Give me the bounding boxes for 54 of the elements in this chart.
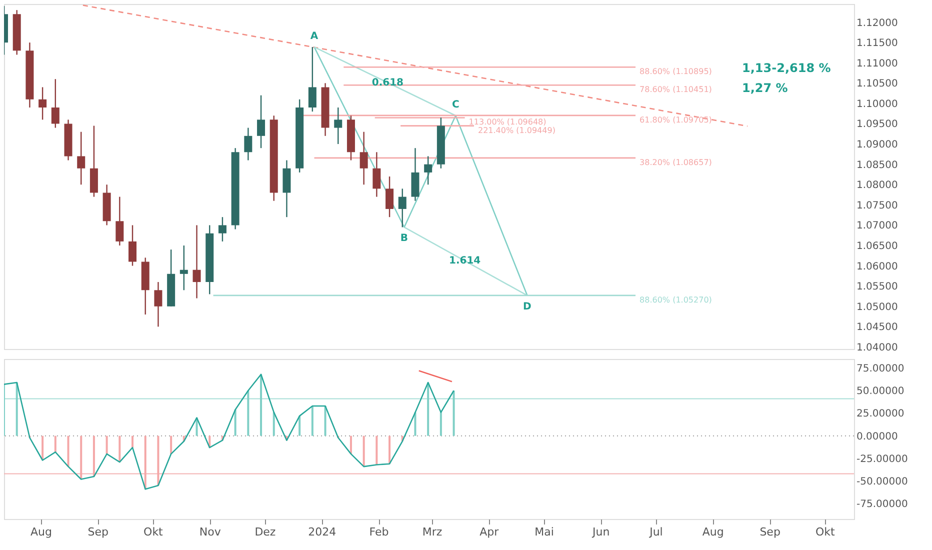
y-tick-label: -25.00000 — [856, 454, 908, 465]
annotation: B — [400, 233, 408, 244]
annotation: 1.614 — [448, 256, 481, 267]
y-tick-label: 1.06500 — [856, 241, 898, 252]
y-tick-label: -50.00000 — [856, 476, 908, 488]
x-tick-label: Sep — [760, 526, 780, 538]
annotation: 0.618 — [372, 78, 404, 89]
x-tick-label: Aug — [30, 526, 52, 538]
annotation: D — [523, 301, 532, 312]
y-tick-label: 1.10500 — [856, 78, 898, 90]
y-tick-label: -75.00000 — [856, 499, 908, 510]
y-tick-label: 1.04500 — [856, 322, 898, 334]
y-tick-label: 1.05000 — [856, 302, 898, 313]
y-tick-label: 1.04000 — [856, 342, 898, 354]
y-tick-label: 1.09500 — [856, 119, 898, 130]
x-tick-label: Nov — [199, 526, 222, 538]
x-tick-label: Dez — [254, 526, 276, 538]
x-tick-label: Mrz — [422, 526, 442, 538]
x-tick-label: Jun — [592, 526, 610, 538]
series-label: 88.60% (1.05270) — [640, 295, 712, 304]
y-tick-label: 0.00000 — [856, 431, 898, 442]
series-label: 61.80% (1.09705) — [640, 115, 712, 124]
annotation: 1,27 % — [742, 81, 788, 95]
x-tick-label: Feb — [369, 526, 389, 538]
y-tick-label: 1.11500 — [856, 38, 898, 50]
x-tick-label: Sep — [88, 526, 109, 538]
annotation: A — [310, 31, 318, 42]
series-label: 78.60% (1.10451) — [640, 85, 712, 94]
y-tick-label: 1.07000 — [856, 220, 898, 232]
x-tick-label: Okt — [144, 526, 164, 538]
y-tick-label: 1.09000 — [856, 140, 898, 151]
y-tick-label: 50.00000 — [856, 386, 904, 398]
annotation: C — [452, 100, 460, 111]
x-tick-label: Okt — [815, 526, 836, 538]
x-tick-label: Mai — [534, 526, 554, 538]
series-label: 88.60% (1.10895) — [640, 67, 712, 76]
annotation: 1,13-2,618 % — [742, 61, 831, 75]
y-tick-label: 1.12000 — [856, 18, 898, 29]
y-tick-label: 1.05500 — [856, 282, 898, 293]
x-tick-label: Apr — [480, 526, 500, 538]
y-tick-label: 1.06000 — [856, 261, 898, 272]
y-tick-label: 1.08500 — [856, 160, 898, 171]
series-label: 221.40% (1.09449) — [478, 126, 556, 135]
series-label: 38.20% (1.08657) — [640, 158, 712, 167]
y-tick-label: 1.08000 — [856, 180, 898, 192]
y-tick-label: 75.00000 — [856, 364, 904, 375]
y-tick-label: 1.10000 — [856, 98, 898, 110]
y-tick-label: 1.07500 — [856, 200, 898, 212]
x-tick-label: Aug — [702, 526, 724, 538]
y-tick-label: 1.11000 — [856, 58, 898, 70]
x-tick-label: 2024 — [308, 526, 336, 538]
series-label: 113.00% (1.09648) — [468, 118, 546, 127]
x-tick-label: Jul — [648, 526, 663, 538]
y-tick-label: 25.00000 — [856, 408, 904, 420]
